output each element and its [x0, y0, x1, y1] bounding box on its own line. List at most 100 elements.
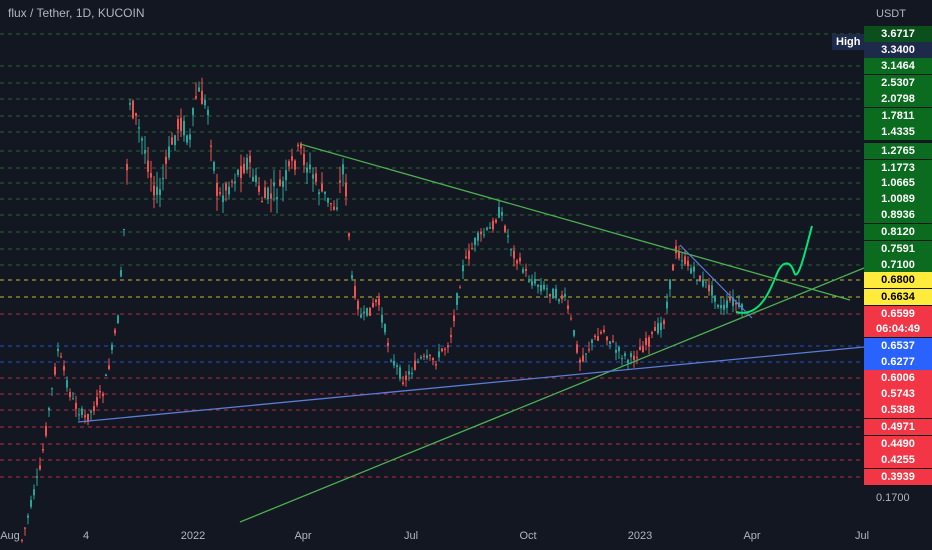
- candle-body: [102, 393, 104, 397]
- price-tag: 0.6537: [864, 338, 932, 354]
- candle-body: [588, 349, 590, 351]
- candle-body: [150, 173, 152, 178]
- long-support-trendline: [77, 346, 865, 423]
- price-tag: 1.0089: [864, 191, 932, 207]
- candle-body: [660, 322, 662, 331]
- candle-body: [561, 295, 563, 300]
- x-tick-label: Apr: [294, 530, 312, 542]
- candle-body: [366, 307, 368, 316]
- candle-body: [621, 358, 623, 360]
- candle-body: [129, 103, 131, 105]
- candle-body: [231, 181, 233, 183]
- candle-body: [522, 269, 524, 273]
- candle-body: [444, 348, 446, 350]
- price-tag: 1.7811: [864, 108, 932, 124]
- candle-body: [345, 182, 347, 197]
- price-tag: 0.4971: [864, 419, 932, 435]
- candle-body: [225, 183, 227, 191]
- price-tag: 0.6599: [864, 306, 932, 322]
- candle-body: [204, 99, 206, 106]
- candle-body: [252, 176, 254, 182]
- candle-body: [300, 143, 302, 149]
- candle-body: [477, 232, 479, 241]
- price-tag: 0.4490: [864, 436, 932, 452]
- candle-body: [702, 279, 704, 287]
- candle-body: [426, 355, 428, 359]
- candle-body: [336, 207, 338, 210]
- candle-body: [222, 195, 224, 203]
- price-tag: 0.5743: [864, 386, 932, 402]
- candle-body: [594, 335, 596, 338]
- candle-body: [228, 186, 230, 195]
- candle-body: [174, 135, 176, 146]
- candle-body: [639, 346, 641, 351]
- candle-body: [465, 256, 467, 258]
- candle-body: [453, 315, 455, 322]
- candle-body: [480, 231, 482, 235]
- candle-body: [690, 268, 692, 274]
- price-tag: 0.6800: [864, 272, 932, 288]
- candle-body: [615, 349, 617, 353]
- candle-body: [411, 372, 413, 375]
- candle-body: [633, 355, 635, 360]
- candle-body: [114, 329, 116, 334]
- candle-body: [351, 275, 353, 279]
- candle-body: [705, 281, 707, 283]
- price-tag: 0.6277: [864, 354, 932, 370]
- candle-body: [84, 415, 86, 418]
- candle-body: [267, 187, 269, 200]
- candle-body: [162, 177, 164, 180]
- candle-body: [717, 305, 719, 307]
- candle-body: [597, 336, 599, 341]
- x-tick-label: Jul: [403, 530, 419, 542]
- candle-body: [432, 357, 434, 361]
- candle-body: [93, 406, 95, 412]
- candle-body: [375, 299, 377, 303]
- candle-body: [381, 314, 383, 323]
- price-tag: 2.5307: [864, 75, 932, 91]
- price-tag: 0.7591: [864, 241, 932, 257]
- candle-body: [306, 167, 308, 173]
- candle-body: [324, 191, 326, 194]
- candle-body: [543, 284, 545, 290]
- candle-body: [57, 348, 59, 352]
- candle-body: [201, 90, 203, 105]
- chart-title: flux / Tether, 1D, KUCOIN: [8, 6, 145, 20]
- candle-body: [282, 181, 284, 187]
- candle-body: [741, 304, 743, 310]
- candle-body: [171, 137, 173, 145]
- candle-body: [357, 300, 359, 310]
- candle-body: [177, 119, 179, 130]
- price-tag: 0.7100: [864, 257, 932, 273]
- price-tag: 3.6717: [864, 26, 932, 42]
- candle-body: [90, 410, 92, 413]
- projection-curve: [735, 225, 813, 314]
- candle-body: [612, 340, 614, 343]
- candle-body: [624, 353, 626, 356]
- candle-body: [330, 203, 332, 205]
- candle-body: [585, 353, 587, 355]
- candle-body: [618, 346, 620, 352]
- candle-body: [699, 275, 701, 282]
- candle-body: [441, 348, 443, 352]
- candle-body: [27, 515, 29, 518]
- price-tag: 0.3939: [864, 469, 932, 485]
- candle-body: [531, 281, 533, 286]
- candle-body: [630, 353, 632, 358]
- candle-body: [108, 365, 110, 369]
- x-tick-label: 4: [82, 530, 90, 542]
- candle-body: [711, 285, 713, 296]
- candle-body: [234, 181, 236, 184]
- candle-body: [420, 357, 422, 359]
- candle-body: [483, 234, 485, 236]
- candle-body: [153, 185, 155, 196]
- candle-body: [402, 382, 404, 385]
- candle-body: [666, 301, 668, 309]
- candle-body: [165, 156, 167, 164]
- candle-body: [696, 279, 698, 282]
- candle-body: [63, 366, 65, 371]
- candle-body: [648, 337, 650, 347]
- candle-body: [189, 134, 191, 140]
